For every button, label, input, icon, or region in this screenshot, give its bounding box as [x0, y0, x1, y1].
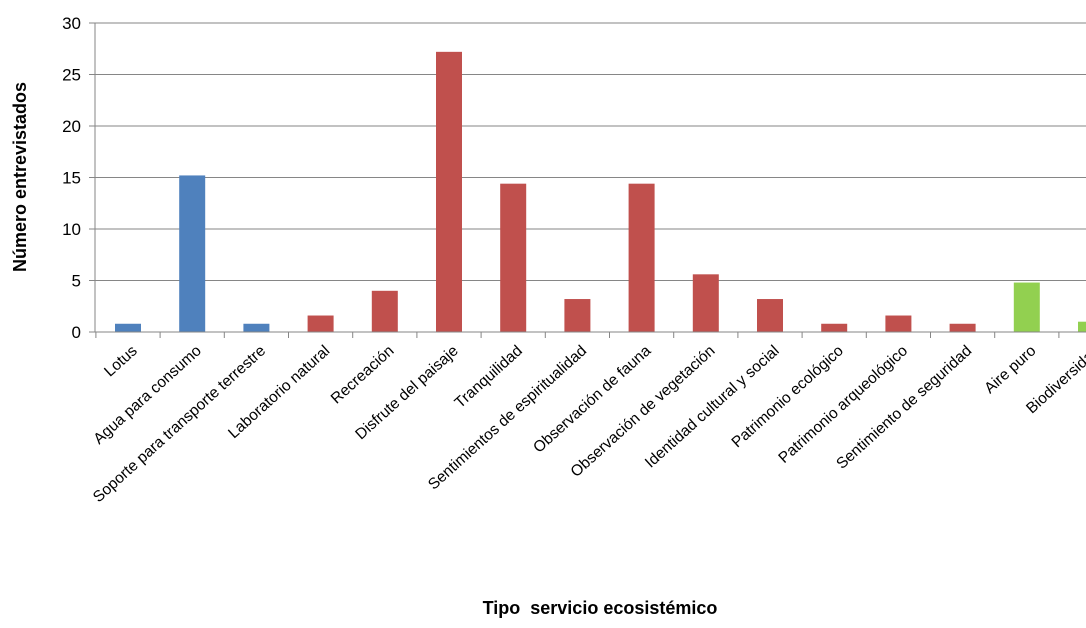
category-label: Observación de fauna	[530, 342, 654, 456]
x-axis-title: Tipo servicio ecosistémico	[483, 598, 718, 618]
y-tick-labels: 0 5 10 15 20 25 30	[62, 14, 81, 342]
category-label: Lotus	[101, 342, 141, 380]
y-tick-label: 15	[62, 169, 81, 188]
bar	[243, 323, 270, 332]
category-label: Patrimonio ecológico	[729, 342, 847, 451]
gridlines	[89, 22, 1086, 338]
bar	[757, 299, 783, 332]
bar	[115, 323, 141, 332]
y-tick-label: 20	[62, 117, 81, 136]
bar	[436, 51, 462, 333]
category-label: Patrimonio arqueológico	[775, 342, 911, 466]
bar	[692, 274, 719, 332]
bar	[1013, 282, 1040, 332]
y-axis-title: Número entrevistados	[10, 82, 30, 272]
bars	[115, 51, 1086, 333]
bar	[628, 183, 655, 332]
bar	[307, 315, 334, 332]
category-label: Aire puro	[981, 342, 1039, 397]
bar	[564, 299, 591, 332]
y-tick-label: 10	[62, 220, 81, 239]
bar	[821, 323, 848, 332]
y-tick-label: 30	[62, 14, 81, 33]
category-label: Recreación	[328, 342, 398, 407]
bar	[885, 315, 912, 332]
y-tick-label: 5	[72, 272, 81, 291]
y-tick-label: 0	[72, 323, 81, 342]
bar	[500, 183, 527, 332]
bar	[371, 290, 398, 332]
category-label: Identidad cultural y social	[642, 342, 783, 471]
category-label: Agua para consumo	[90, 342, 204, 447]
y-tick-label: 25	[62, 66, 81, 85]
category-label: Sentimiento de seguridad	[833, 342, 975, 472]
bar	[949, 323, 976, 332]
bar	[179, 175, 206, 332]
bar	[1078, 321, 1086, 332]
